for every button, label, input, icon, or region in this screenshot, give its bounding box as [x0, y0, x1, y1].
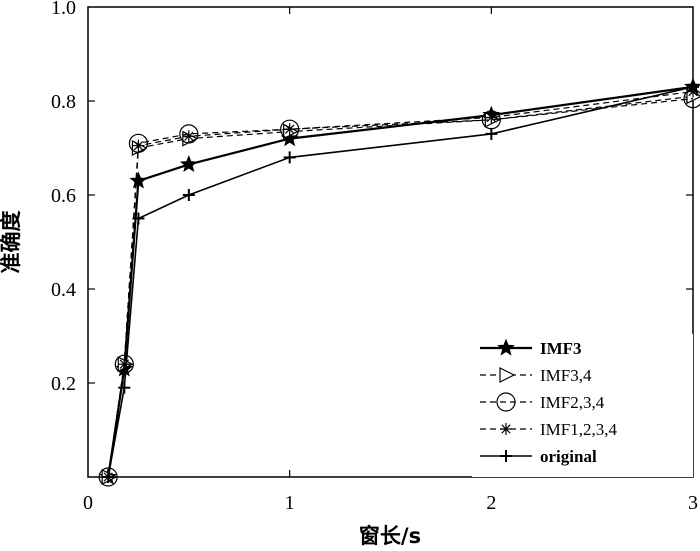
star-marker [179, 155, 198, 173]
x-tick-label: 2 [486, 492, 496, 514]
y-tick-label: 0.4 [51, 279, 76, 301]
series-group [98, 77, 700, 487]
asterisk-stroke [133, 140, 144, 151]
y-tick-label: 0.2 [51, 373, 76, 395]
asterisk-stroke [284, 124, 295, 134]
asterisk-marker [182, 130, 195, 143]
circle-marker [128, 133, 149, 153]
asterisk-marker [500, 423, 512, 435]
y-tick-label: 0.6 [51, 185, 76, 207]
plus-marker [118, 381, 131, 394]
legend-label: IMF2,3,4 [540, 393, 605, 412]
plus-marker [500, 450, 512, 462]
legend-box [472, 334, 693, 477]
triangle-marker [499, 367, 516, 383]
star-marker [129, 171, 148, 189]
asterisk-stroke [501, 424, 511, 434]
plus-marker [485, 127, 498, 140]
series-4 [102, 80, 699, 483]
circle-marker [98, 467, 118, 487]
legend: IMF3 IMF3,4 IMF2,3,4 IMF1,2,3,4 original [472, 334, 693, 477]
x-tick-label: 1 [285, 492, 295, 514]
asterisk-marker [118, 358, 131, 371]
asterisk-stroke [486, 112, 497, 123]
triangle-marker [131, 140, 148, 156]
legend-label: original [540, 447, 597, 466]
plus-marker [102, 471, 115, 483]
asterisk-marker [132, 139, 145, 152]
y-tick-label: 1.0 [51, 0, 76, 19]
plot-frame [87, 6, 694, 478]
y-axis-label: 准确度 [0, 211, 23, 274]
legend-label: IMF3,4 [540, 366, 592, 385]
x-axis-label: 窗长/s [359, 524, 421, 548]
circle-marker [179, 124, 199, 144]
axis-ticks: 0 1 2 3 0.2 0.4 0.6 0.8 1.0 [51, 0, 698, 514]
plus-marker [132, 212, 145, 225]
legend-label: IMF1,2,3,4 [540, 420, 617, 439]
asterisk-marker [485, 111, 498, 124]
x-tick-label: 0 [83, 492, 93, 514]
plus-marker [182, 189, 195, 201]
asterisk-marker [283, 123, 296, 136]
circle-marker [496, 392, 516, 412]
plus-marker [283, 151, 296, 164]
asterisk-stroke [184, 131, 194, 141]
x-tick-label: 3 [688, 492, 698, 514]
star-marker [497, 338, 515, 356]
legend-label: IMF3 [540, 339, 582, 358]
plus-marker [687, 80, 699, 93]
y-tick-label: 0.8 [51, 91, 76, 113]
